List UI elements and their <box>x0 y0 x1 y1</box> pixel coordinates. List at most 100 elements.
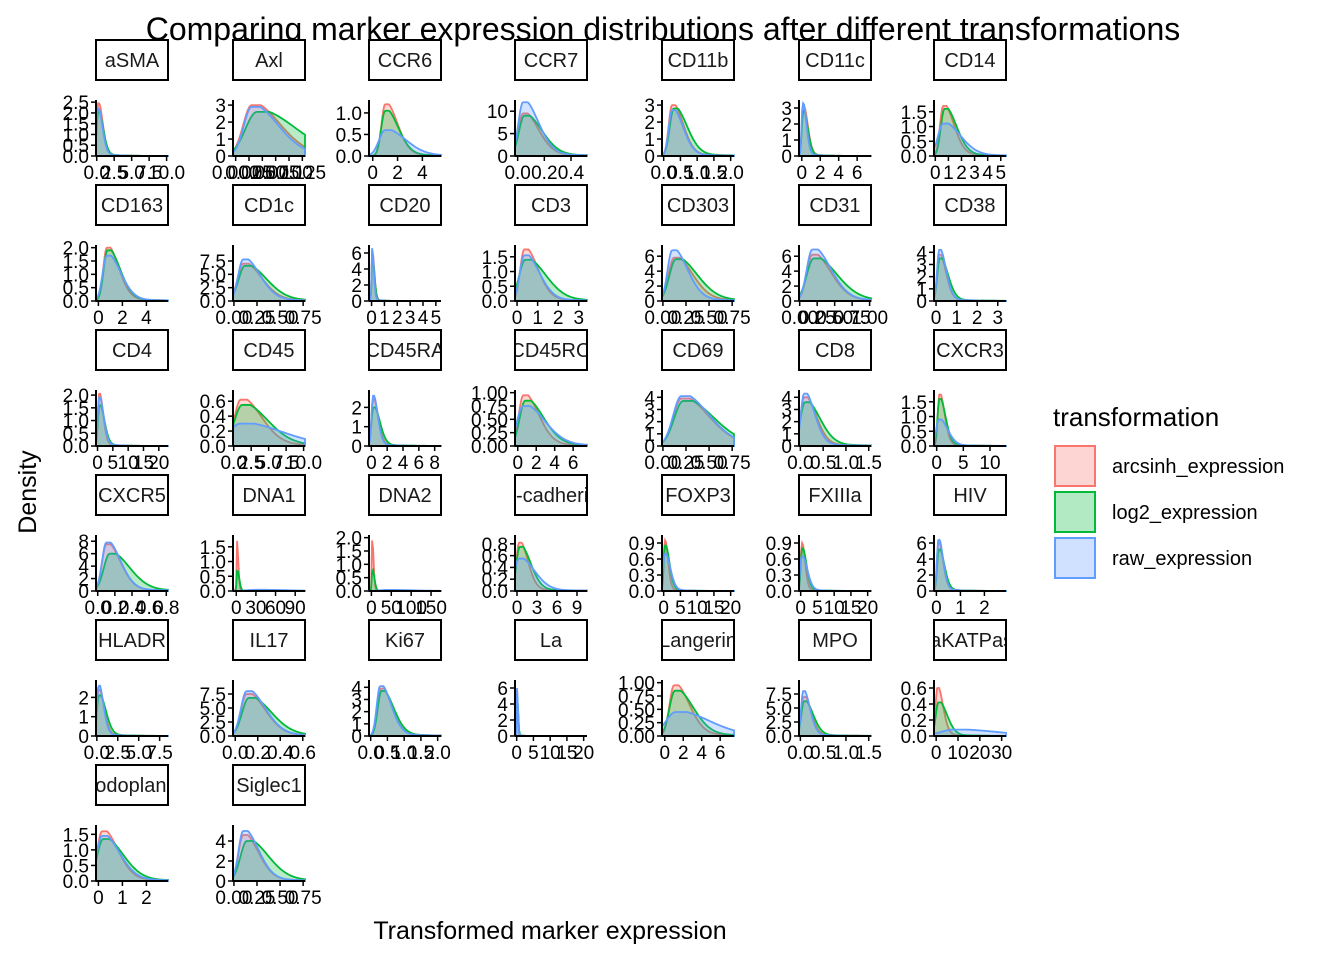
density-langerin-raw-expression <box>661 711 735 737</box>
strip-dna1 <box>232 474 306 516</box>
y-tick-label-ki67: 0 <box>351 727 362 748</box>
x-tick-label-cxcr5: 0.6 <box>136 598 162 619</box>
strip-label-dna2: DNA2 <box>378 485 431 507</box>
y-tick-label-dna2: 1.0 <box>336 555 362 576</box>
x-tick-label-cxcr5: 0.0 <box>85 598 111 619</box>
y-tick-label-cd1c: 2.5 <box>200 279 226 300</box>
x-tick-label-foxp3: 10 <box>687 598 708 619</box>
y-tick-label-axl: 2 <box>215 113 226 134</box>
y-tick-label-dna1: 0.0 <box>200 582 226 603</box>
x-tick-label-cd11b: 1.0 <box>684 163 710 184</box>
x-tick-label-hladr: 0.0 <box>84 743 110 764</box>
strip-cxcr5 <box>95 474 169 516</box>
legend-title: transformation <box>1053 402 1219 432</box>
x-tick-label-ccr7: 0.0 <box>504 163 530 184</box>
strip-hladr <box>95 619 169 661</box>
x-tick-label-cxcr5: 0.8 <box>153 598 179 619</box>
density-cd31-raw-expression <box>798 248 872 302</box>
x-tick-label-ki67: 2.0 <box>424 743 450 764</box>
y-tick-label-cd11c: 0 <box>781 147 792 168</box>
strip-cd38 <box>933 184 1007 226</box>
x-tick-label-ki67: 0.5 <box>374 743 400 764</box>
y-tick-label-e-cadherin: 0.6 <box>482 547 508 568</box>
y-tick-label-cd303: 0 <box>644 292 655 313</box>
density-cd3-log2-expression <box>514 258 588 302</box>
legend-item-log2-expression: log2_expression <box>1054 491 1258 533</box>
x-tick-label-cd1c: 0.75 <box>285 308 322 329</box>
y-tick-label-cd45: 0.6 <box>200 392 226 413</box>
x-tick-label-la: 10 <box>540 743 561 764</box>
strip-ccr6 <box>368 39 442 81</box>
x-tick-label-il17: 0.2 <box>245 743 271 764</box>
x-tick-label-cd20: 5 <box>431 308 442 329</box>
x-tick-label-cd14: 2 <box>956 163 967 184</box>
y-tick-label-asma: 1.5 <box>63 115 89 136</box>
strip-cd11c <box>798 39 872 81</box>
density-mpo-raw-expression <box>798 690 872 737</box>
legend-swatch-log2-expression <box>1054 491 1096 533</box>
x-tick-label-cd20: 1 <box>379 308 390 329</box>
y-tick-label-dna2: 2.0 <box>336 529 362 550</box>
x-tick-label-cd4: 10 <box>118 453 139 474</box>
y-tick-label-ki67: 3 <box>351 690 362 711</box>
density-cd69-raw-expression <box>661 395 735 447</box>
density-cd11c-raw-expression <box>798 100 872 157</box>
density-langerin-arcsinh-expression <box>661 684 735 737</box>
y-tick-label-foxp3: 0.9 <box>629 534 655 555</box>
legend-label-arcsinh-expression: arcsinh_expression <box>1112 456 1284 478</box>
y-tick-label-cd45ra: 2 <box>351 398 362 419</box>
y-tick-label-cd11b: 2 <box>644 113 655 134</box>
y-tick-label-foxp3: 0.3 <box>629 566 655 587</box>
strip-cd1c <box>232 184 306 226</box>
x-tick-label-ccr6: 4 <box>417 163 428 184</box>
x-tick-label-mpo: 1.0 <box>833 743 859 764</box>
y-tick-label-cd20: 0 <box>351 292 362 313</box>
strip-label-mpo: MPO <box>812 630 858 652</box>
y-tick-label-cd45: 0.0 <box>200 437 226 458</box>
x-tick-label-mpo: 0.0 <box>787 743 813 764</box>
y-tick-label-nakatpase: 0.0 <box>901 727 927 748</box>
x-tick-label-fxiiia: 10 <box>824 598 845 619</box>
density-axl-log2-expression <box>232 110 306 157</box>
x-tick-label-e-cadherin: 0 <box>512 598 523 619</box>
strip-label-cd45ra: CD45RA <box>366 340 446 362</box>
x-tick-label-cd303: 0.75 <box>714 308 751 329</box>
y-tick-label-cd20: 4 <box>351 260 362 281</box>
y-tick-label-cd8: 2 <box>781 413 792 434</box>
x-tick-label-la: 0 <box>511 743 522 764</box>
strip-label-dna1: DNA1 <box>242 485 295 507</box>
y-tick-label-cxcr5: 2 <box>78 570 89 591</box>
strip-label-ki67: Ki67 <box>385 630 425 652</box>
x-tick-label-ccr7: 0.2 <box>531 163 557 184</box>
x-tick-label-e-cadherin: 9 <box>572 598 583 619</box>
y-tick-label-cd45ra: 1 <box>351 418 362 439</box>
density-cd20-arcsinh-expression <box>368 251 441 302</box>
y-tick-label-cd8: 0 <box>781 437 792 458</box>
strip-cd45ra <box>368 329 442 371</box>
x-tick-label-cd31: 1.00 <box>851 308 888 329</box>
strip-label-asma: aSMA <box>105 50 160 72</box>
density-cd14-raw-expression <box>933 122 1007 157</box>
x-tick-label-cxcr3: 5 <box>958 453 969 474</box>
density-cd38-raw-expression <box>933 248 1007 302</box>
x-tick-label-siglec1: 0.00 <box>215 888 252 909</box>
panel-langerin: Langerin 0.000.250.500.751.00 0 2 4 6 <box>618 619 735 764</box>
y-tick-label-cd8: 4 <box>781 388 792 409</box>
density-cd45-raw-expression <box>232 422 306 447</box>
panel-cd163: CD163 0.00.51.01.52.0 0 2 4 <box>63 184 169 329</box>
y-tick-label-cd1c: 7.5 <box>200 252 226 273</box>
x-tick-label-asma: 10.0 <box>148 163 185 184</box>
strip-dna2 <box>368 474 442 516</box>
facet-panels: aSMA0.00.51.01.52.02.50.02.55.07.510.0Ax… <box>63 39 1012 909</box>
y-tick-label-cd303: 6 <box>644 247 655 268</box>
y-tick-label-cd45ro: 0.00 <box>471 437 508 458</box>
